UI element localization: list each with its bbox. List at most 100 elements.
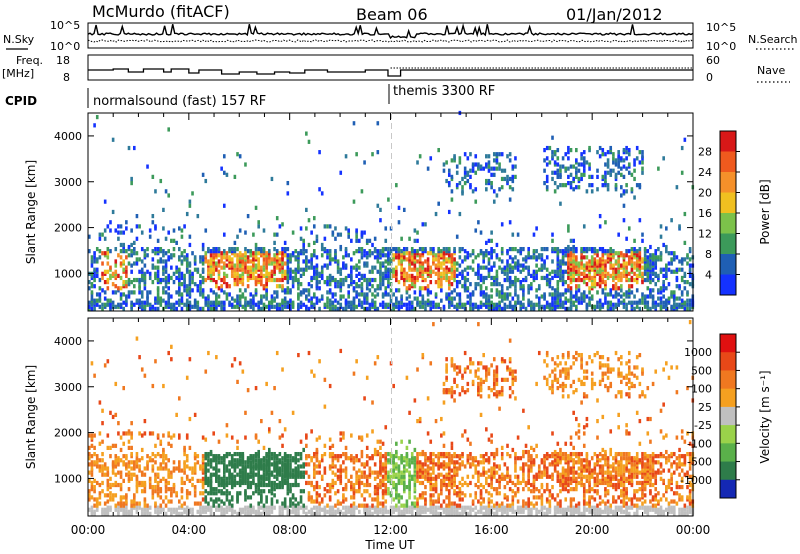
velocity-pixel bbox=[267, 472, 271, 477]
power-pixel bbox=[622, 174, 626, 179]
power-pixel bbox=[305, 255, 308, 260]
power-pixel bbox=[498, 187, 501, 192]
power-pixel bbox=[617, 286, 620, 291]
velocity-pixel bbox=[225, 509, 229, 514]
power-pixel bbox=[469, 292, 472, 297]
power-pixel bbox=[564, 269, 568, 274]
velocity-pixel bbox=[212, 454, 216, 459]
power-pixel bbox=[492, 275, 496, 281]
power-pixel bbox=[273, 304, 276, 309]
power-pixel bbox=[352, 279, 356, 285]
power-pixel bbox=[620, 263, 623, 268]
power-pixel bbox=[662, 294, 665, 299]
power-pixel bbox=[445, 178, 448, 184]
velocity-pixel bbox=[162, 499, 165, 504]
power-pixel bbox=[416, 230, 419, 235]
velocity-pixel bbox=[331, 511, 335, 516]
power-pixel bbox=[289, 298, 292, 303]
power-pixel bbox=[588, 183, 591, 188]
power-pixel bbox=[426, 284, 430, 289]
power-pixel bbox=[162, 298, 165, 303]
power-pixel bbox=[506, 154, 509, 159]
power-pixel bbox=[651, 277, 655, 283]
power-pixel bbox=[612, 302, 615, 307]
power-pixel bbox=[151, 174, 155, 179]
power-pixel bbox=[254, 263, 258, 268]
power-pixel bbox=[620, 284, 623, 289]
power-pixel bbox=[678, 302, 681, 307]
power-pixel bbox=[244, 300, 247, 305]
velocity-pixel bbox=[88, 493, 91, 498]
power-pixel bbox=[482, 251, 485, 256]
power-pixel bbox=[545, 178, 549, 184]
velocity-pixel bbox=[140, 489, 144, 494]
power-pixel bbox=[162, 271, 165, 276]
velocity-pixel bbox=[106, 493, 110, 498]
power-pixel bbox=[357, 246, 361, 252]
velocity-pixel bbox=[347, 505, 350, 510]
power-pixel bbox=[492, 152, 496, 157]
velocity-pixel bbox=[365, 507, 369, 512]
power-pixel bbox=[101, 288, 104, 293]
velocity-pixel bbox=[183, 507, 186, 512]
power-pixel bbox=[458, 180, 462, 186]
power-pixel bbox=[556, 147, 560, 153]
velocity-pixel bbox=[228, 468, 231, 473]
velocity-pixel bbox=[410, 456, 414, 461]
velocity-pixel bbox=[395, 472, 398, 477]
power-pixel bbox=[305, 261, 308, 266]
power-pixel bbox=[487, 178, 491, 184]
power-pixel bbox=[363, 230, 366, 235]
velocity-pixel bbox=[101, 408, 104, 413]
velocity-pixel bbox=[357, 480, 361, 486]
power-pixel bbox=[582, 263, 586, 268]
power-pixel bbox=[617, 232, 620, 237]
power-pixel bbox=[215, 284, 218, 289]
power-pixel bbox=[371, 284, 374, 289]
velocity-pixel bbox=[151, 431, 155, 436]
power-pixel bbox=[127, 145, 131, 151]
power-pixel bbox=[405, 296, 409, 301]
velocity-pixel bbox=[117, 421, 120, 426]
power-pixel bbox=[490, 185, 493, 190]
power-pixel bbox=[606, 275, 610, 281]
power-pixel bbox=[236, 298, 239, 303]
power-pixel bbox=[310, 253, 313, 258]
power-pixel bbox=[209, 300, 213, 305]
power-pixel bbox=[408, 255, 411, 260]
power-pixel bbox=[633, 294, 636, 299]
velocity-pixel bbox=[357, 458, 361, 463]
power-pixel bbox=[614, 162, 618, 167]
power-pixel bbox=[638, 271, 642, 276]
power-pixel bbox=[109, 249, 112, 254]
velocity-pixel bbox=[228, 460, 231, 465]
velocity-pixel bbox=[138, 464, 141, 469]
velocity-pixel bbox=[286, 484, 290, 490]
velocity-pixel bbox=[350, 503, 353, 508]
power-pixel bbox=[662, 156, 665, 161]
power-pixel bbox=[132, 145, 136, 151]
power-pixel bbox=[617, 160, 620, 165]
power-pixel bbox=[450, 158, 454, 163]
power-pixel bbox=[305, 249, 308, 254]
velocity-pixel bbox=[125, 499, 128, 504]
nsearch-label: N.Search bbox=[748, 33, 798, 46]
power-pixel bbox=[246, 300, 250, 305]
power-pixel bbox=[569, 180, 573, 186]
velocity-pixel bbox=[106, 445, 110, 450]
power-pixel bbox=[310, 265, 313, 270]
power-pixel bbox=[114, 304, 118, 309]
power-pixel bbox=[532, 269, 536, 274]
power-pixel bbox=[440, 249, 443, 254]
power-pixel bbox=[215, 292, 218, 297]
power-pixel bbox=[609, 273, 613, 278]
velocity-pixel bbox=[90, 480, 94, 486]
power-pixel bbox=[604, 162, 607, 167]
power-pixel bbox=[236, 253, 239, 258]
velocity-pixel bbox=[122, 478, 126, 483]
velocity-pixel bbox=[162, 383, 165, 389]
velocity-pixel bbox=[88, 451, 91, 457]
power-pixel bbox=[572, 294, 575, 299]
power-pixel bbox=[471, 259, 475, 264]
power-pixel bbox=[424, 300, 427, 305]
